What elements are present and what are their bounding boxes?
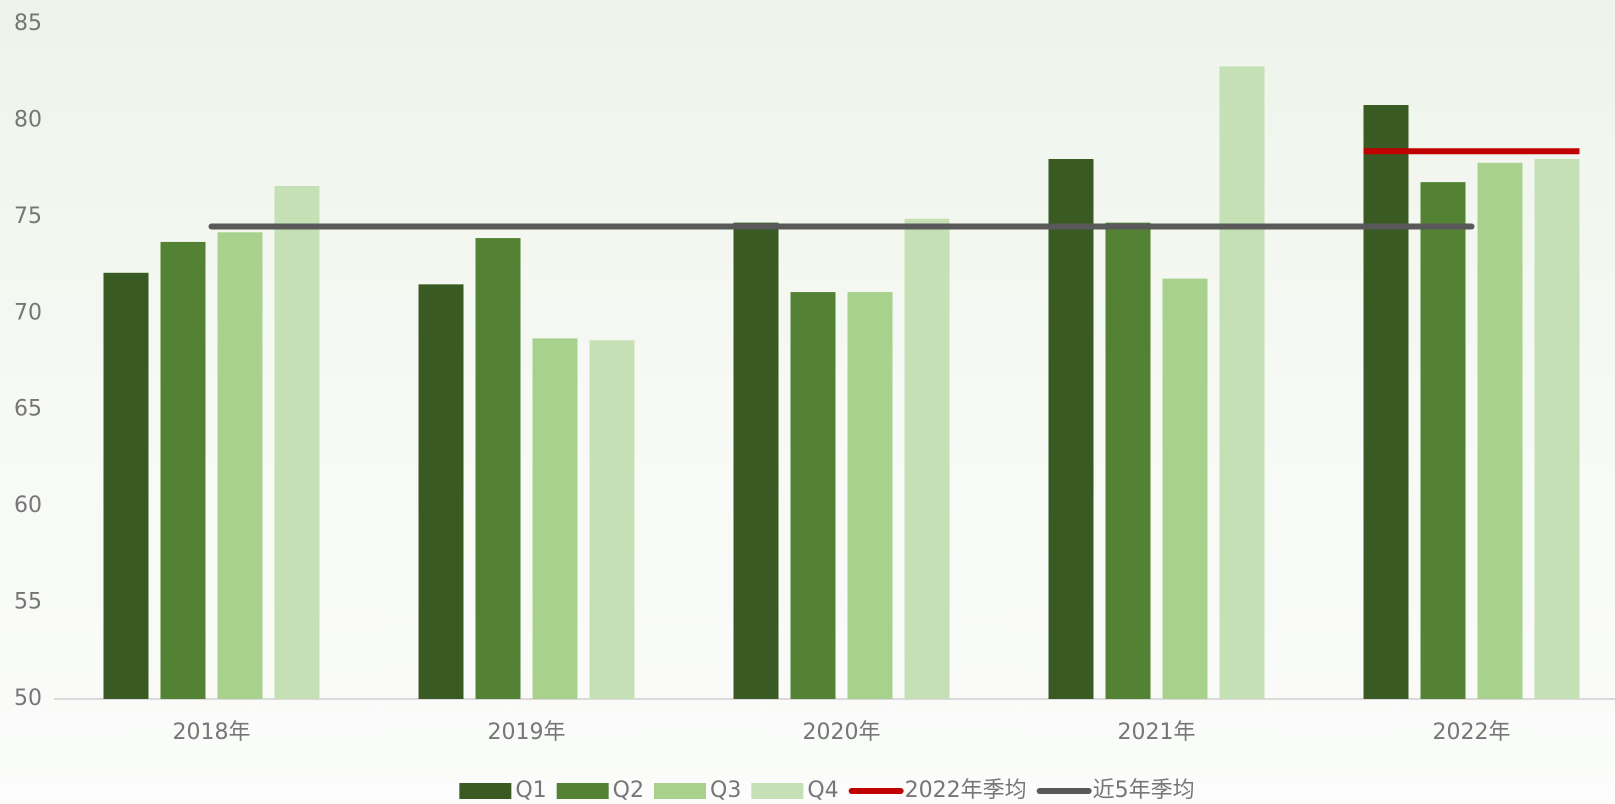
x-tick-label: 2019年 — [488, 720, 566, 745]
y-tick-label: 55 — [14, 590, 42, 615]
x-tick-label: 2021年 — [1118, 720, 1196, 745]
bar — [160, 241, 206, 699]
bar — [1048, 159, 1094, 699]
x-tick-label: 2018年 — [173, 720, 251, 745]
bar — [733, 222, 779, 699]
y-tick-label: 70 — [14, 300, 42, 325]
bar — [589, 340, 635, 699]
bar — [847, 292, 893, 699]
x-tick-label: 2022年 — [1433, 720, 1511, 745]
bar — [1420, 182, 1466, 700]
legend-swatch — [556, 783, 609, 799]
bar — [1363, 105, 1409, 699]
y-tick-label: 65 — [14, 397, 42, 422]
bar — [1477, 162, 1523, 699]
bar — [217, 232, 263, 700]
legend-swatch — [459, 783, 512, 799]
y-tick-label: 85 — [14, 11, 42, 36]
bar — [790, 292, 836, 699]
legend-label: 近5年季均 — [1093, 778, 1195, 803]
bar — [532, 338, 578, 699]
legend-label: Q2 — [613, 778, 644, 803]
legend-swatch — [751, 783, 804, 799]
y-tick-label: 80 — [14, 107, 42, 132]
bar — [1219, 66, 1265, 699]
legend-label: Q1 — [515, 778, 546, 803]
bar — [418, 284, 464, 699]
y-tick-label: 50 — [14, 686, 42, 711]
bar — [274, 186, 320, 699]
bar — [475, 238, 521, 700]
legend-label: Q3 — [710, 778, 741, 803]
legend-label: 2022年季均 — [905, 778, 1027, 803]
legend-swatch — [654, 783, 706, 799]
y-tick-label: 75 — [14, 204, 42, 229]
bar — [1534, 159, 1580, 699]
bar — [904, 218, 950, 700]
y-tick-label: 60 — [14, 493, 42, 518]
legend-label: Q4 — [807, 778, 838, 803]
bar — [1105, 222, 1151, 699]
bar — [103, 272, 149, 699]
x-tick-label: 2020年 — [803, 720, 881, 745]
bar — [1162, 278, 1208, 699]
